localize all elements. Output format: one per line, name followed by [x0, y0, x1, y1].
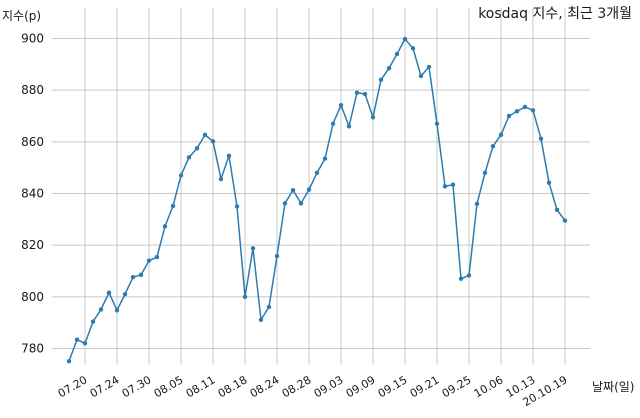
data-point — [370, 115, 376, 120]
x-tick-label: 08.24 — [248, 373, 282, 400]
y-axis-label: 지수(p) — [2, 9, 41, 23]
y-tick-label: 860 — [21, 135, 44, 149]
data-point — [482, 170, 488, 176]
x-tick-label: 09.25 — [440, 373, 474, 400]
data-point — [490, 144, 496, 149]
data-point — [194, 146, 200, 151]
x-axis-label: 날짜(일) — [592, 380, 634, 394]
data-point — [410, 46, 416, 51]
data-point — [218, 176, 224, 182]
chart-title: kosdaq 지수, 최근 3개월 — [478, 6, 632, 22]
data-point — [378, 77, 384, 83]
data-point — [146, 258, 152, 263]
x-tick-label: 08.11 — [184, 373, 218, 400]
data-point — [154, 254, 160, 260]
x-tick-label: 08.18 — [216, 373, 250, 400]
data-point — [290, 187, 296, 193]
data-point — [450, 182, 456, 187]
data-point — [346, 124, 352, 129]
x-tick-label: 07.20 — [56, 373, 90, 400]
data-point — [122, 292, 128, 297]
data-point — [186, 155, 192, 160]
data-point — [210, 139, 216, 144]
data-point — [554, 207, 560, 212]
data-point — [66, 358, 72, 364]
data-point — [442, 184, 448, 189]
y-tick-label: 880 — [21, 83, 44, 97]
data-point — [386, 66, 392, 71]
data-point — [226, 153, 232, 158]
x-tick-label: 09.15 — [376, 373, 410, 400]
y-tick-label: 800 — [21, 290, 44, 304]
data-point — [530, 108, 536, 113]
y-tick-label: 820 — [21, 238, 44, 252]
data-point — [402, 36, 408, 42]
x-tick-label: 09.03 — [312, 373, 346, 400]
x-ticks: 07.2007.2407.3008.0508.1108.1808.2408.28… — [56, 373, 570, 409]
x-tick-label: 07.24 — [88, 373, 122, 400]
data-point — [546, 180, 552, 185]
data-point — [250, 246, 256, 251]
data-point — [498, 132, 504, 138]
data-point — [274, 253, 280, 259]
data-point — [266, 304, 272, 310]
data-point — [562, 218, 568, 223]
data-point — [538, 136, 544, 141]
x-tick-label: 08.28 — [280, 373, 314, 400]
x-tick-label: 09.09 — [344, 373, 378, 400]
data-point — [178, 173, 184, 178]
x-tick-label: 08.05 — [152, 373, 186, 400]
data-point — [338, 102, 344, 108]
data-point — [434, 121, 440, 126]
x-tick-label: 07.30 — [120, 373, 154, 400]
data-point — [298, 201, 304, 206]
data-point — [234, 204, 240, 209]
data-point — [458, 276, 464, 281]
y-ticks: 780 800 820 840 860 880 900 — [21, 32, 44, 356]
data-point — [306, 187, 312, 192]
data-point — [162, 224, 168, 229]
data-point — [354, 90, 360, 95]
data-point — [258, 317, 264, 323]
data-point — [114, 308, 120, 313]
data-point — [106, 290, 112, 295]
data-point — [322, 156, 328, 161]
data-point — [82, 341, 88, 346]
data-point — [98, 307, 104, 312]
data-point — [90, 319, 96, 324]
data-point — [506, 113, 512, 119]
data-point — [394, 51, 400, 57]
data-point — [314, 170, 320, 176]
x-tick-label: 09.21 — [408, 373, 442, 400]
data-point — [202, 132, 208, 138]
data-point — [74, 337, 80, 342]
data-point — [282, 201, 288, 206]
y-tick-label: 840 — [21, 187, 44, 201]
y-tick-label: 780 — [21, 342, 44, 356]
y-tick-label: 900 — [21, 32, 44, 46]
data-point — [242, 294, 248, 300]
grid — [52, 8, 590, 365]
data-point — [130, 275, 136, 280]
series-line — [68, 37, 566, 362]
data-point — [514, 109, 520, 114]
data-point — [170, 203, 176, 209]
data-point — [522, 104, 528, 110]
series-points — [66, 36, 568, 364]
data-point — [362, 91, 368, 97]
data-point — [330, 121, 336, 126]
x-tick-label: 10.06 — [472, 373, 506, 400]
data-point — [418, 73, 424, 79]
data-point — [474, 201, 480, 207]
data-point — [426, 64, 432, 70]
data-point — [138, 272, 144, 278]
data-point — [466, 273, 472, 278]
